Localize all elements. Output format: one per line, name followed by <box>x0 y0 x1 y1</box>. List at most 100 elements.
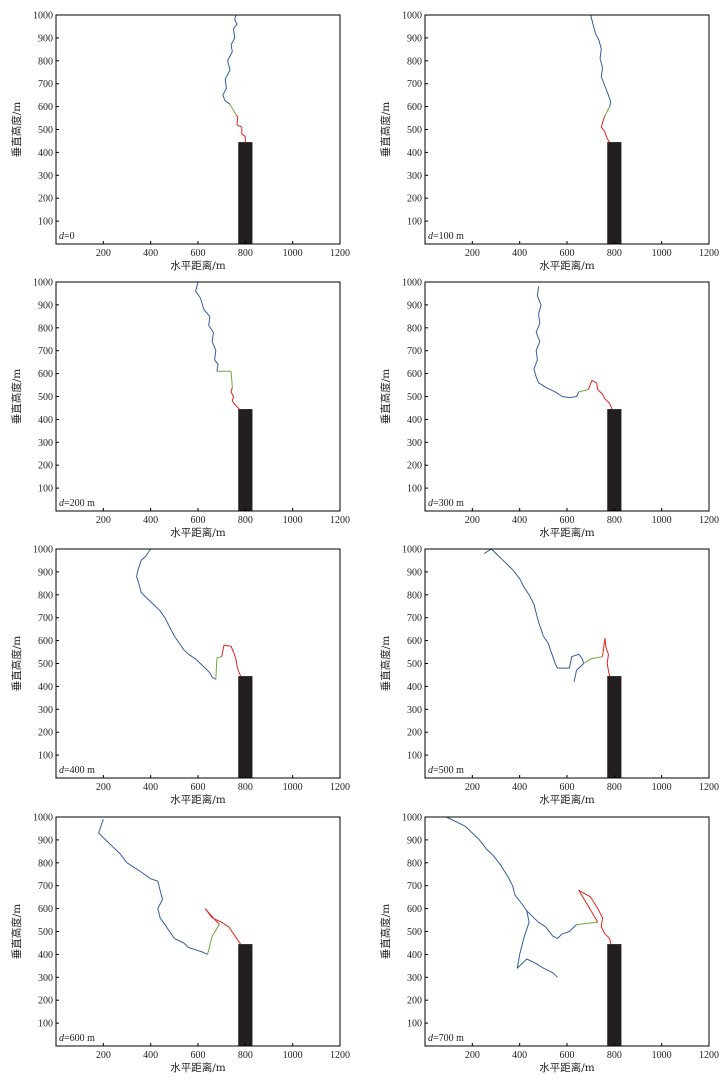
panel-label-value: =500 m <box>433 765 464 776</box>
x-axis-title: 水平距离/m <box>170 1061 226 1074</box>
y-tick-label: 1000 <box>33 545 53 556</box>
x-tick-label: 200 <box>96 248 111 259</box>
x-tick-label: 1000 <box>652 782 672 793</box>
x-tick-label: 200 <box>96 782 111 793</box>
y-tick-label: 800 <box>407 590 422 601</box>
y-tick-label: 100 <box>407 751 422 762</box>
chart-panel-6: 200 400 600 800 1000 1200 100 200 300 400 500 600 70… <box>379 545 719 807</box>
lightning-path-segment <box>222 14 238 105</box>
y-tick-label: 900 <box>38 835 53 846</box>
lightning-path-segment <box>578 389 589 393</box>
plot-frame <box>424 281 710 512</box>
y-axis-title: 垂直高度/m <box>379 636 392 692</box>
x-tick-label: 400 <box>512 782 527 793</box>
y-tick-label: 600 <box>407 369 422 380</box>
x-tick-label: 400 <box>512 515 527 526</box>
y-axis-title: 垂直高度/m <box>379 369 392 425</box>
x-tick-label: 200 <box>465 248 480 259</box>
plot-frame <box>424 816 710 1047</box>
x-tick-label: 1000 <box>283 1050 303 1061</box>
plot-frame <box>55 14 341 245</box>
x-tick-label: 400 <box>143 515 158 526</box>
plot-frame <box>55 281 341 512</box>
x-tick-label: 600 <box>560 1050 575 1061</box>
chart-panel-4: 200 400 600 800 1000 1200 100 200 300 400 500 600 70… <box>379 278 719 540</box>
lightning-path-segment <box>587 380 613 410</box>
building-block <box>238 142 253 244</box>
x-tick-label: 600 <box>191 248 206 259</box>
y-tick-label: 500 <box>38 392 53 403</box>
y-tick-label: 300 <box>407 973 422 984</box>
y-tick-label: 100 <box>407 484 422 495</box>
y-tick-label: 900 <box>407 835 422 846</box>
lightning-path-segment <box>207 924 220 955</box>
y-tick-label: 500 <box>407 392 422 403</box>
y-tick-label: 1000 <box>33 11 53 22</box>
y-tick-label: 900 <box>38 300 53 311</box>
panel-label: d=200 m <box>59 498 95 509</box>
panel-label-value: =0 <box>64 231 75 242</box>
lightning-path-segment <box>483 548 585 682</box>
y-tick-label: 200 <box>407 996 422 1007</box>
y-tick-label: 100 <box>407 1019 422 1030</box>
y-tick-label: 200 <box>407 194 422 205</box>
y-tick-label: 400 <box>38 950 53 961</box>
y-tick-label: 800 <box>38 56 53 67</box>
building-block <box>238 944 253 1046</box>
panel-label: d=300 m <box>428 498 464 509</box>
x-tick-label: 600 <box>560 515 575 526</box>
chart-panel-3: 200 400 600 800 1000 1200 100 200 300 400 500 600 70… <box>10 278 350 540</box>
y-tick-label: 300 <box>407 438 422 449</box>
x-tick-label: 1200 <box>699 1050 719 1061</box>
building-block <box>238 409 253 511</box>
plot-frame <box>424 14 710 245</box>
y-tick-label: 700 <box>38 881 53 892</box>
building-block <box>607 142 622 244</box>
panel-label-variable: d <box>59 1033 65 1044</box>
y-tick-label: 400 <box>407 950 422 961</box>
y-tick-label: 700 <box>38 79 53 90</box>
y-tick-label: 800 <box>38 323 53 334</box>
y-axis-title: 垂直高度/m <box>10 369 23 425</box>
y-tick-label: 800 <box>407 858 422 869</box>
x-tick-label: 1200 <box>330 1050 350 1061</box>
y-tick-label: 1000 <box>402 11 422 22</box>
y-tick-label: 800 <box>407 323 422 334</box>
lightning-path-segment <box>195 281 219 372</box>
x-tick-label: 800 <box>238 248 253 259</box>
panel-label: d=100 m <box>428 231 464 242</box>
lightning-path-segment <box>446 816 577 939</box>
y-tick-label: 700 <box>38 613 53 624</box>
chart-panel-2: 200 400 600 800 1000 1200 100 200 300 400 500 600 70… <box>379 11 719 273</box>
x-tick-label: 800 <box>607 248 622 259</box>
x-tick-label: 800 <box>607 1050 622 1061</box>
lightning-path-segment <box>230 387 240 410</box>
x-tick-label: 200 <box>465 782 480 793</box>
lightning-path-segment <box>600 115 611 143</box>
y-tick-label: 1000 <box>402 813 422 824</box>
y-axis-title: 垂直高度/m <box>379 102 392 158</box>
x-tick-label: 1200 <box>699 782 719 793</box>
x-axis-title: 水平距离/m <box>539 259 595 272</box>
y-tick-label: 200 <box>38 728 53 739</box>
y-tick-label: 1000 <box>33 278 53 289</box>
lightning-path-segment <box>533 286 580 399</box>
y-tick-label: 600 <box>38 636 53 647</box>
y-axis-title: 垂直高度/m <box>10 904 23 960</box>
x-tick-label: 400 <box>512 1050 527 1061</box>
y-tick-label: 500 <box>38 659 53 670</box>
x-tick-label: 1000 <box>652 248 672 259</box>
panel-label: d=600 m <box>59 1033 95 1044</box>
x-tick-label: 1000 <box>652 1050 672 1061</box>
panel-label-variable: d <box>59 231 65 242</box>
x-tick-label: 600 <box>191 515 206 526</box>
y-tick-label: 500 <box>407 927 422 938</box>
y-tick-label: 600 <box>407 904 422 915</box>
panel-label-value: =700 m <box>433 1033 464 1044</box>
y-tick-label: 600 <box>407 102 422 113</box>
y-tick-label: 200 <box>38 461 53 472</box>
x-tick-label: 400 <box>143 248 158 259</box>
y-tick-label: 600 <box>38 102 53 113</box>
x-tick-label: 800 <box>238 515 253 526</box>
lightning-path-segment <box>578 889 612 945</box>
